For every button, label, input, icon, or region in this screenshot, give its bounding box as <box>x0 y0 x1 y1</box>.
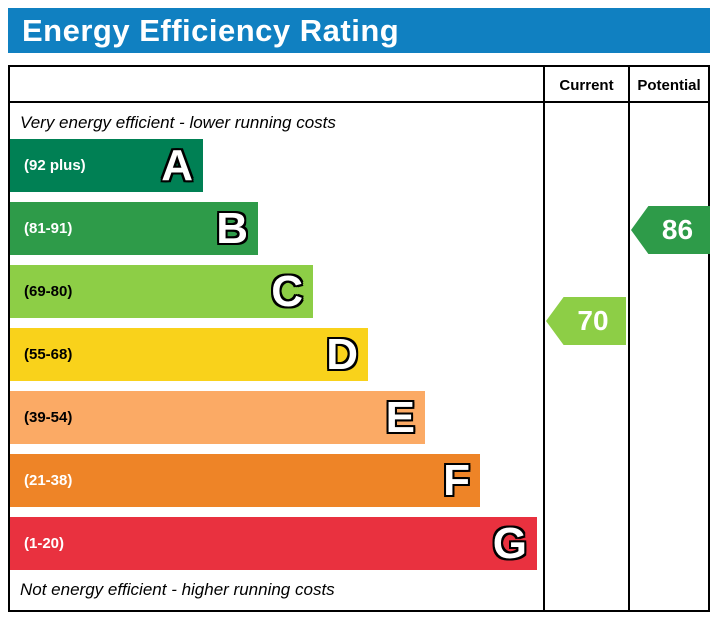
current-column-header: Current <box>559 76 614 94</box>
band-range-label: (55-68) <box>24 346 73 363</box>
band-letter: F <box>443 455 470 505</box>
current-rating-arrow: 70 <box>546 297 626 345</box>
band-row-b: (81-91) B <box>10 202 258 255</box>
band-bar-a: (92 plus) A <box>10 139 203 192</box>
band-row-e: (39-54) E <box>10 391 425 444</box>
band-row-f: (21-38) F <box>10 454 480 507</box>
band-row-c: (69-80) C <box>10 265 313 318</box>
band-row-d: (55-68) D <box>10 328 368 381</box>
band-range-label: (92 plus) <box>24 157 86 174</box>
current-column-divider <box>543 67 545 610</box>
band-row-g: (1-20) G <box>10 517 537 570</box>
potential-column-header: Potential <box>637 76 701 94</box>
band-letter: D <box>326 329 358 379</box>
band-range-label: (81-91) <box>24 220 73 237</box>
potential-rating-value: 86 <box>661 214 694 245</box>
caption-bottom-inefficient: Not energy efficient - higher running co… <box>20 580 335 599</box>
band-range-label: (21-38) <box>24 472 73 489</box>
band-bar-g: (1-20) G <box>10 517 537 570</box>
band-letter: B <box>216 203 248 253</box>
band-bar-f: (21-38) F <box>10 454 480 507</box>
band-bar-d: (55-68) D <box>10 328 368 381</box>
band-bar-b: (81-91) B <box>10 202 258 255</box>
band-letter: G <box>492 518 527 568</box>
caption-top-efficient: Very energy efficient - lower running co… <box>20 113 336 132</box>
band-bar-c: (69-80) C <box>10 265 313 318</box>
band-range-label: (39-54) <box>24 409 73 426</box>
potential-rating-arrow: 86 <box>631 206 710 254</box>
band-letter: A <box>161 140 193 190</box>
band-letter: C <box>271 266 303 316</box>
band-bar-e: (39-54) E <box>10 391 425 444</box>
current-rating-value: 70 <box>577 305 609 336</box>
band-range-label: (69-80) <box>24 283 73 300</box>
potential-column-divider <box>628 67 630 610</box>
band-letter: E <box>385 392 415 442</box>
page-title: Energy Efficiency Rating <box>22 12 400 48</box>
band-range-label: (1-20) <box>24 535 65 552</box>
band-row-a: (92 plus) A <box>10 139 203 192</box>
epc-chart: Current Potential Very energy efficient … <box>8 65 710 612</box>
chart-header-row <box>10 67 708 103</box>
title-bar: Energy Efficiency Rating <box>8 8 710 53</box>
